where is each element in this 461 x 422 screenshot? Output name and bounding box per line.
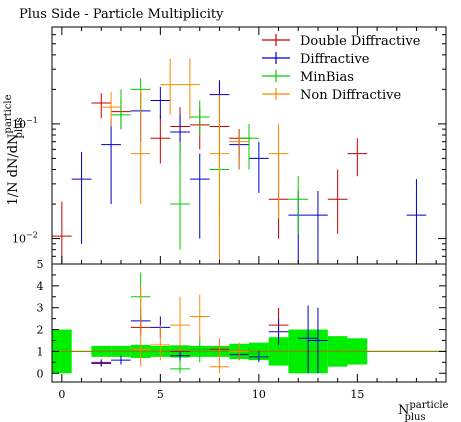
ratio-plot-frame <box>51 263 447 383</box>
ratio-y-tick-label: 2 <box>37 324 44 337</box>
top-y-tick-label-exp: −2 <box>26 231 38 240</box>
legend-label: Diffractive <box>300 52 370 67</box>
x-axis-label-sup: particle <box>409 400 448 411</box>
ratio-plot-panel <box>51 263 447 383</box>
ratio-y-tick-label: 5 <box>37 258 44 271</box>
legend: Double Diffractive Diffractive MinBias Non … <box>262 34 421 103</box>
x-axis-label: Nparticle plus <box>398 400 449 422</box>
top-plot-panel <box>51 26 447 265</box>
ratio-y-axis: 0 1 2 3 4 5 <box>37 258 446 380</box>
ratio-y-tick-label: 3 <box>37 302 44 315</box>
x-tick-label: 0 <box>58 388 65 401</box>
ratio-y-tick-label: 4 <box>37 280 44 293</box>
legend-label: Non Diffractive <box>300 88 401 103</box>
legend-label: MinBias <box>300 70 354 85</box>
top-y-tick-label-base: 10 <box>12 233 26 246</box>
ratio-y-tick-label: 1 <box>37 345 44 358</box>
x-axis-label-main: N <box>398 403 409 418</box>
chart-title: Plus Side - Particle Multiplicity <box>19 7 224 22</box>
legend-label: Double Diffractive <box>300 34 421 49</box>
top-y-tick-label-base: 10 <box>12 118 26 131</box>
top-y-tick-label: 10−2 <box>12 231 38 246</box>
x-tick-label: 15 <box>350 388 364 401</box>
top-y-tick-label: 10−1 <box>12 116 38 131</box>
y-axis-label-sub: plus <box>14 117 25 138</box>
y-axis-label: 1/N dN/dNparticleplus <box>3 94 25 205</box>
top-y-axis: 10−110−2 <box>12 34 446 265</box>
x-tick-label: 5 <box>157 388 164 401</box>
x-tick-label: 10 <box>252 388 266 401</box>
x-axis-label-sub: plus <box>404 412 425 422</box>
y-axis-label-sup: particle <box>3 94 14 133</box>
x-axis: 0 5 10 15 <box>58 27 437 401</box>
top-y-tick-label-exp: −1 <box>26 116 38 125</box>
y-axis-label-main: 1/N dN/dN <box>6 134 21 206</box>
ratio-y-tick-label: 0 <box>37 367 44 380</box>
